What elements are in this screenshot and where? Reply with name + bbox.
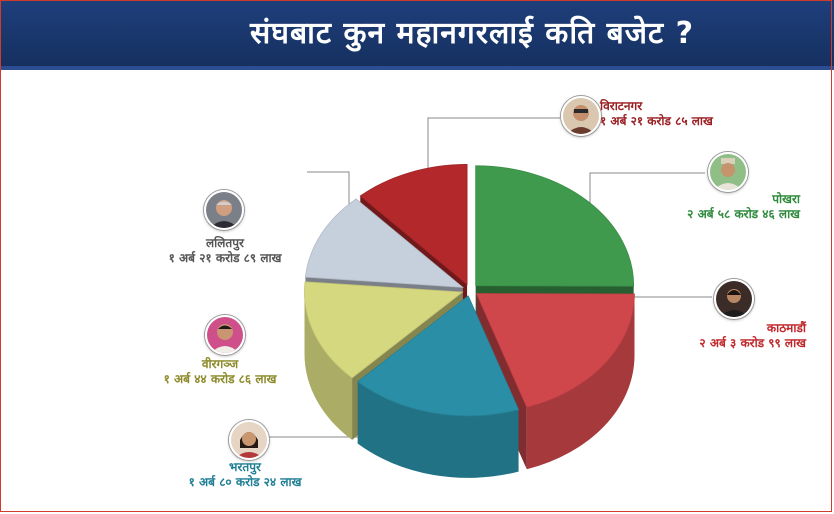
portrait-pokhara-icon — [708, 152, 748, 192]
label-lalitpur-amount: १ अर्ब २१ करोड ८९ लाख — [168, 251, 282, 265]
label-bharatpur: भरतपुर १ अर्ब ८० करोड २४ लाख — [165, 460, 325, 490]
label-birgunj-city: वीरगञ्ज — [201, 357, 239, 371]
label-birgunj-amount: १ अर्ब ४४ करोड ८६ लाख — [163, 372, 277, 386]
pie-tops — [304, 164, 635, 417]
label-biratnagar-city: विराटनगर — [600, 99, 643, 113]
pie-slice-kathmandu — [475, 293, 635, 408]
label-lalitpur-city: ललितपुर — [206, 236, 244, 250]
pie-slice-lalitpur — [304, 198, 465, 288]
pie-rim-kathmandu-0 — [526, 293, 635, 470]
label-birgunj: वीरगञ्ज १ अर्ब ४४ करोड ८६ लाख — [140, 357, 300, 387]
label-kathmandu-amount: २ अर्ब ३ करोड ९९ लाख — [699, 336, 806, 350]
pie-slice-birgunj — [304, 281, 464, 379]
label-kathmandu-city: काठमाडौं — [766, 321, 806, 335]
label-bharatpur-city: भरतपुर — [229, 460, 261, 474]
label-kathmandu: काठमाडौं २ अर्ब ३ करोड ९९ लाख — [699, 321, 806, 351]
portrait-kathmandu-icon — [714, 279, 754, 319]
portrait-bharatpur-icon — [229, 420, 269, 460]
connector-biratnagar — [427, 117, 560, 183]
portrait-birgunj-icon — [205, 315, 245, 355]
label-lalitpur: ललितपुर १ अर्ब २१ करोड ८९ लाख — [140, 236, 310, 266]
pie-slice-bharatpur — [357, 295, 520, 417]
pie-rim-bharatpur-0 — [357, 381, 519, 478]
label-bharatpur-amount: १ अर्ब ८० करोड २४ लाख — [188, 475, 302, 489]
label-pokhara-amount: २ अर्ब ५८ करोड ४६ लाख — [687, 207, 800, 221]
pie-slice-biratnagar — [359, 164, 468, 286]
portrait-lalitpur-icon — [204, 190, 244, 230]
connector-pokhara — [589, 172, 705, 205]
pie-rim-birgunj-0 — [304, 292, 353, 440]
portrait-biratnagar-icon — [561, 96, 601, 136]
title-banner — [0, 0, 834, 68]
label-biratnagar: विराटनगर १ अर्ब २१ करोड ८५ लाख — [600, 99, 713, 129]
label-pokhara-city: पोखरा — [772, 192, 800, 206]
chart-title: संघबाट कुन महानगरलाई कति बजेट ? — [249, 16, 695, 51]
label-pokhara: पोखरा २ अर्ब ५८ करोड ४६ लाख — [687, 192, 800, 222]
label-biratnagar-amount: १ अर्ब २१ करोड ८५ लाख — [600, 114, 713, 128]
pie-slice-pokhara — [475, 165, 635, 287]
title-banner-accent — [0, 66, 834, 70]
